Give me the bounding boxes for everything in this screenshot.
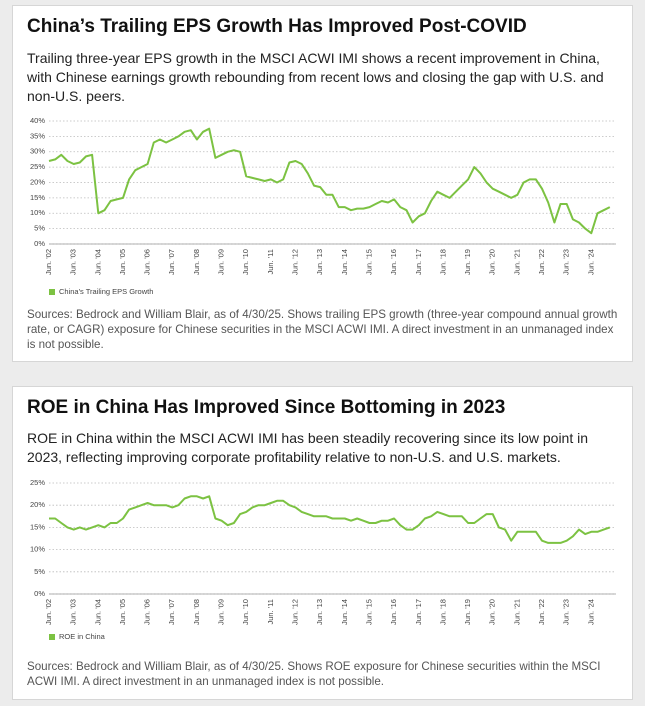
x-tick-label: Jun. '23 xyxy=(562,249,571,275)
y-tick-label: 25% xyxy=(30,162,45,171)
x-tick-label: Jun. '03 xyxy=(69,249,78,275)
y-tick-label: 25% xyxy=(30,478,45,487)
x-tick-label: Jun. '07 xyxy=(167,599,176,625)
x-tick-label: Jun. '21 xyxy=(512,599,521,625)
x-tick-label: Jun. '06 xyxy=(143,599,152,625)
x-tick-label: Jun. '20 xyxy=(488,599,497,625)
y-tick-label: 10% xyxy=(30,545,45,554)
x-tick-label: Jun. '14 xyxy=(340,249,349,275)
x-tick-label: Jun. '08 xyxy=(192,249,201,275)
x-tick-label: Jun. '04 xyxy=(93,599,102,625)
x-tick-label: Jun. '20 xyxy=(488,249,497,275)
x-tick-label: Jun. '19 xyxy=(463,249,472,275)
x-tick-label: Jun. '15 xyxy=(364,599,373,625)
x-tick-label: Jun. '13 xyxy=(315,599,324,625)
x-tick-label: Jun. '02 xyxy=(44,249,53,275)
x-tick-label: Jun. '10 xyxy=(241,599,250,625)
y-tick-label: 40% xyxy=(30,116,45,125)
legend-label: China's Trailing EPS Growth xyxy=(59,287,153,296)
y-tick-label: 15% xyxy=(30,193,45,202)
chart: 0% 5% 10% 15% 20% 25% Jun. '02 Jun. '03 Jun. '04… xyxy=(30,478,616,641)
x-tick-label: Jun. '24 xyxy=(586,599,595,625)
card: ROE in China Has Improved Since Bottomin… xyxy=(12,386,633,700)
y-tick-label: 20% xyxy=(30,177,45,186)
data-line xyxy=(49,495,611,544)
x-tick-label: Jun. '06 xyxy=(143,249,152,275)
y-tick-label: 35% xyxy=(30,131,45,140)
x-tick-label: Jun. '02 xyxy=(44,599,53,625)
x-tick-label: Jun. '08 xyxy=(192,599,201,625)
x-tick-label: Jun. '16 xyxy=(389,599,398,625)
x-tick-label: Jun. '13 xyxy=(315,249,324,275)
x-tick-label: Jun. '22 xyxy=(537,249,546,275)
x-tick-label: Jun. '09 xyxy=(217,599,226,625)
chart-title: ROE in China Has Improved Since Bottomin… xyxy=(27,397,506,418)
x-tick-label: Jun. '18 xyxy=(438,599,447,625)
y-tick-label: 5% xyxy=(34,224,45,233)
legend-swatch xyxy=(49,289,55,295)
x-tick-label: Jun. '17 xyxy=(414,249,423,275)
source-note: Sources: Bedrock and William Blair, as o… xyxy=(27,660,601,688)
y-tick-label: 0% xyxy=(34,589,45,598)
chart-subtitle: ROE in China within the MSCI ACWI IMI ha… xyxy=(27,430,589,465)
card: China’s Trailing EPS Growth Has Improved… xyxy=(12,5,633,362)
x-tick-label: Jun. '10 xyxy=(241,249,250,275)
x-tick-label: Jun. '16 xyxy=(389,249,398,275)
legend-label: ROE in China xyxy=(59,632,106,641)
x-tick-label: Jun. '11 xyxy=(266,249,275,274)
x-tick-label: Jun. '22 xyxy=(537,599,546,625)
y-tick-label: 30% xyxy=(30,147,45,156)
y-tick-label: 10% xyxy=(30,208,45,217)
x-tick-label: Jun. '19 xyxy=(463,599,472,625)
chart-subtitle: Trailing three-year EPS growth in the MS… xyxy=(27,50,604,104)
x-tick-label: Jun. '05 xyxy=(118,599,127,625)
data-line xyxy=(48,127,611,235)
x-tick-label: Jun. '18 xyxy=(438,249,447,275)
x-tick-label: Jun. '09 xyxy=(217,249,226,275)
y-tick-label: 15% xyxy=(30,522,45,531)
chart-title: China’s Trailing EPS Growth Has Improved… xyxy=(27,16,527,37)
chart: 0% 5% 10% 15% 20% 25% 30% 35% 40% Jun. '02 Jun. '0… xyxy=(30,116,616,296)
x-tick-label: Jun. '21 xyxy=(512,249,521,275)
legend-swatch xyxy=(49,634,55,640)
x-tick-label: Jun. '14 xyxy=(340,599,349,625)
y-tick-label: 5% xyxy=(34,567,45,576)
x-tick-label: Jun. '07 xyxy=(167,249,176,275)
source-note: Sources: Bedrock and William Blair, as o… xyxy=(27,308,618,351)
y-tick-label: 0% xyxy=(34,239,45,248)
x-tick-label: Jun. '12 xyxy=(291,599,300,625)
x-tick-label: Jun. '12 xyxy=(291,249,300,275)
x-tick-label: Jun. '23 xyxy=(562,599,571,625)
x-tick-label: Jun. '15 xyxy=(364,249,373,275)
x-tick-label: Jun. '05 xyxy=(118,249,127,275)
y-tick-label: 20% xyxy=(30,500,45,509)
x-tick-label: Jun. '24 xyxy=(586,249,595,275)
x-tick-label: Jun. '11 xyxy=(266,599,275,624)
x-tick-label: Jun. '03 xyxy=(69,599,78,625)
x-tick-label: Jun. '17 xyxy=(414,599,423,625)
x-tick-label: Jun. '04 xyxy=(93,249,102,275)
